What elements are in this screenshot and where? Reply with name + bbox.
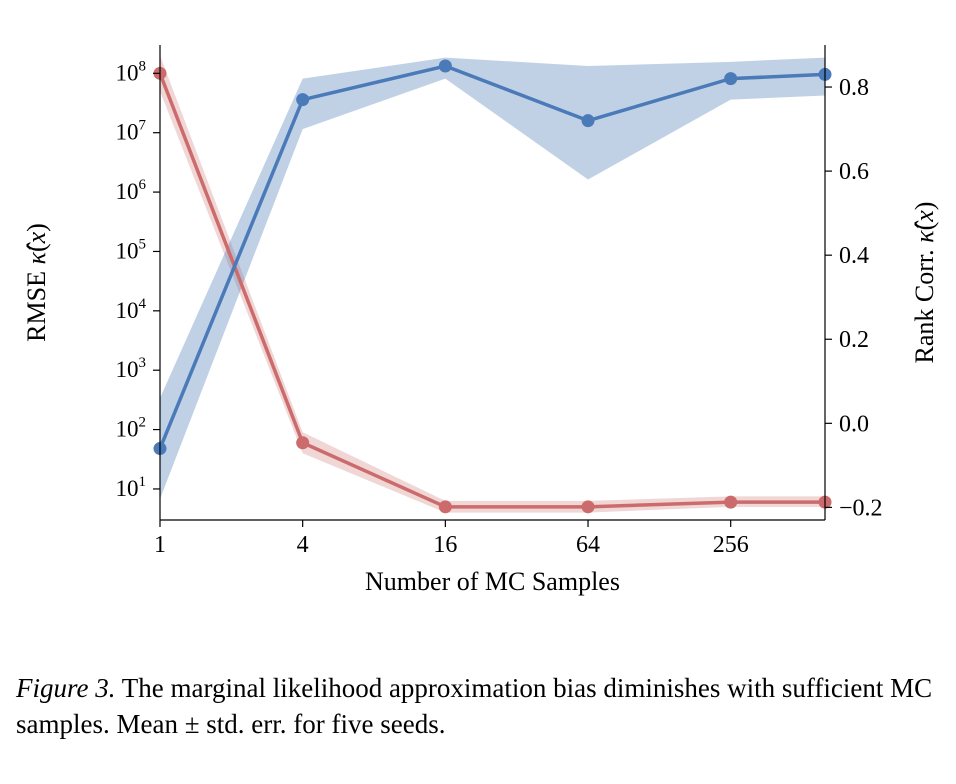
svg-text:1: 1 — [154, 532, 166, 558]
svg-text:105: 105 — [116, 236, 146, 263]
svg-text:108: 108 — [116, 58, 146, 85]
svg-text:104: 104 — [116, 296, 147, 323]
figure-number: Figure 3. — [16, 673, 115, 703]
svg-text:4: 4 — [297, 532, 309, 558]
svg-text:64: 64 — [576, 532, 600, 558]
svg-text:107: 107 — [116, 118, 147, 145]
chart-area: 1 4 16 64 256 Number of MC Samples 101 102 103 10… — [0, 0, 956, 640]
svg-text:0.4: 0.4 — [839, 243, 869, 269]
svg-text:102: 102 — [116, 415, 146, 442]
svg-text:0.2: 0.2 — [839, 327, 869, 353]
figure-caption: Figure 3. The marginal likelihood approx… — [16, 670, 940, 743]
svg-text:16: 16 — [433, 532, 457, 558]
caption-line2: Mean ± std. err. for five seeds. — [117, 709, 446, 739]
svg-text:106: 106 — [116, 177, 147, 204]
svg-text:−0.2: −0.2 — [839, 495, 883, 521]
svg-text:256: 256 — [713, 532, 749, 558]
svg-text:Number of MC Samples: Number of MC Samples — [365, 567, 620, 596]
svg-text:103: 103 — [116, 355, 146, 382]
svg-text:0.8: 0.8 — [839, 75, 869, 101]
svg-text:0.6: 0.6 — [839, 159, 869, 185]
svg-text:0.0: 0.0 — [839, 411, 869, 437]
svg-text:RMSE κ̂(x): RMSE κ̂(x) — [22, 223, 51, 342]
svg-text:101: 101 — [116, 474, 146, 501]
svg-text:Rank Corr. κ̂(x): Rank Corr. κ̂(x) — [910, 202, 939, 364]
